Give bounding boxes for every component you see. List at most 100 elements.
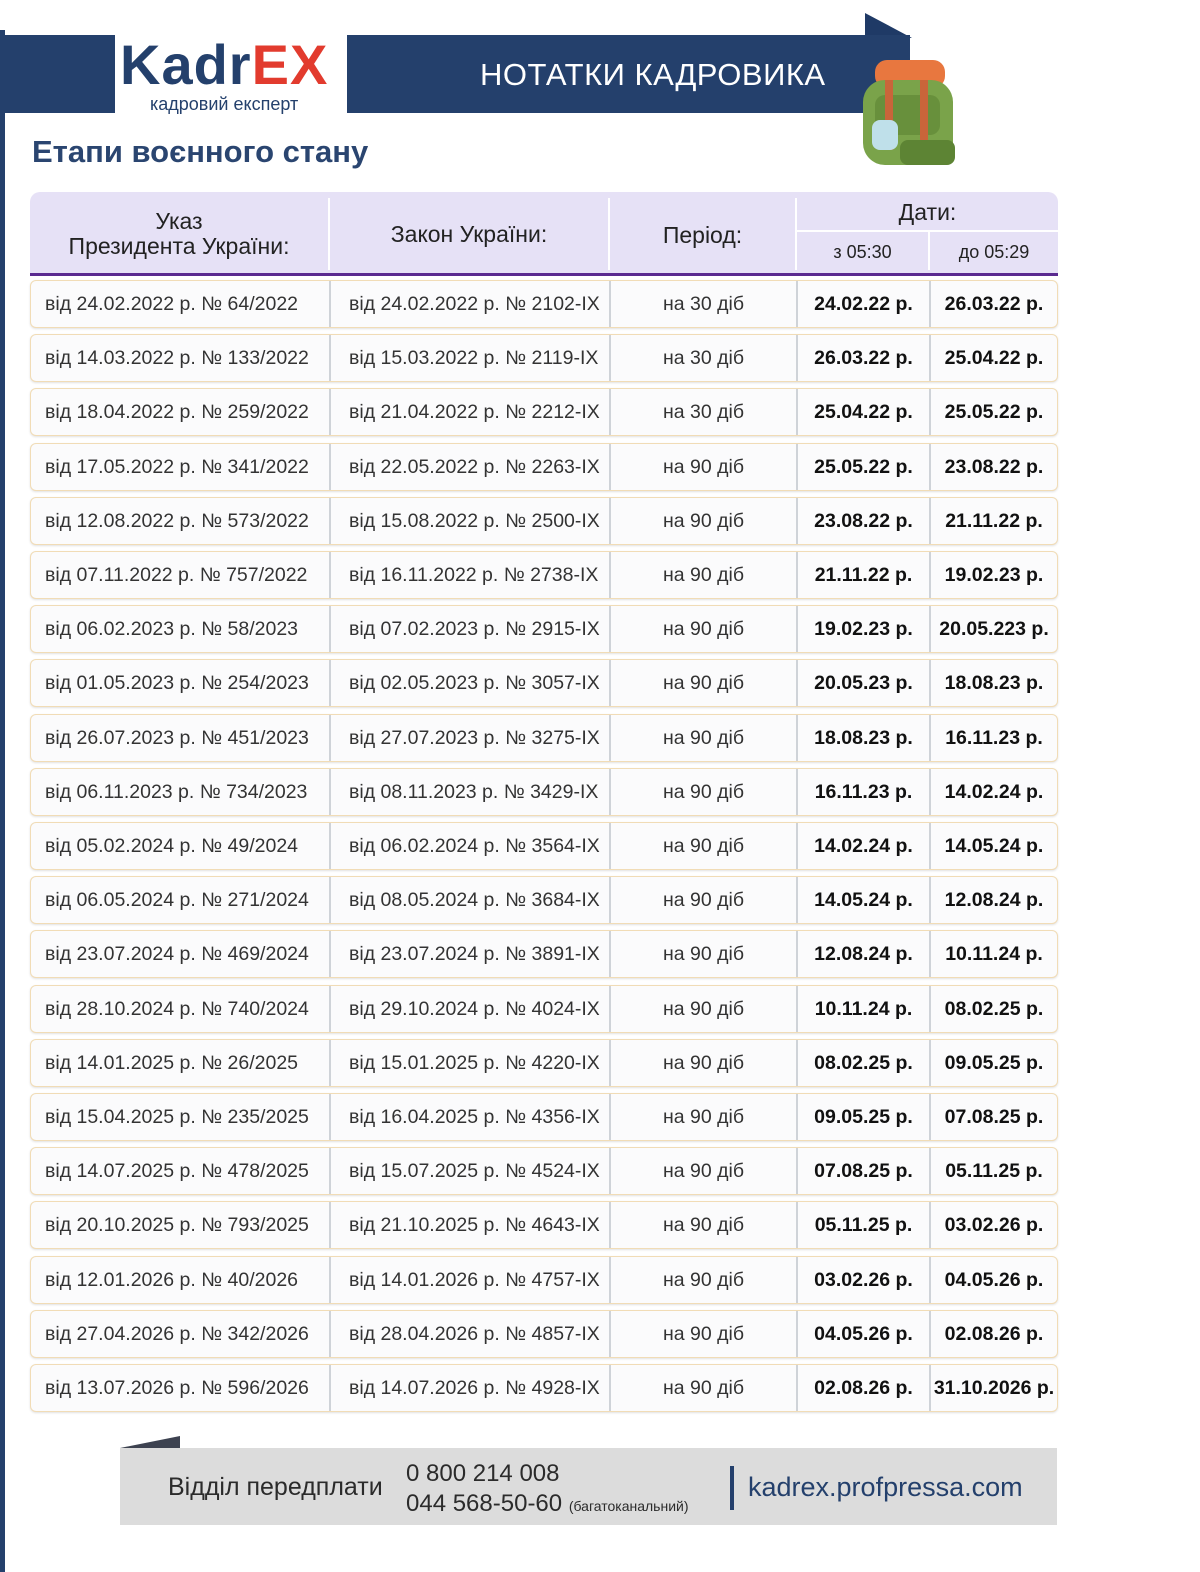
period-cell: на 90 діб <box>662 997 745 1020</box>
end-date-cell: 03.02.26 р. <box>944 1214 1044 1237</box>
law-cell: від 28.04.2026 р. № 4857-IX <box>349 1322 600 1345</box>
cell-divider <box>609 660 611 707</box>
period-cell: на 90 діб <box>662 455 745 478</box>
law-cell: від 07.02.2023 р. № 2915-IX <box>349 618 600 641</box>
footer-phone-number: 044 568-50-60 <box>406 1490 563 1517</box>
decree-cell: від 01.05.2023 р. № 254/2023 <box>45 672 309 695</box>
cell-divider <box>929 1310 931 1357</box>
end-date-cell: 14.02.24 р. <box>944 780 1044 803</box>
cell-divider <box>609 1039 611 1086</box>
cell-divider <box>329 931 331 978</box>
law-cell: від 29.10.2024 р. № 4024-IX <box>349 997 600 1020</box>
law-cell: від 02.05.2023 р. № 3057-IX <box>349 672 600 695</box>
cell-divider <box>609 877 611 924</box>
footer-phone: 0 800 214 008 <box>406 1460 560 1487</box>
period-cell: на 90 діб <box>662 1160 745 1183</box>
page-title: Етапи воєнного стану <box>32 134 369 169</box>
table-row: від 17.05.2022 р. № 341/2022 від 22.05.20… <box>30 442 1058 491</box>
cell-divider <box>796 1039 798 1086</box>
cell-divider <box>609 1310 611 1357</box>
period-cell: на 30 діб <box>662 293 745 315</box>
law-cell: від 08.11.2023 р. № 3429-IX <box>349 780 599 803</box>
cell-divider <box>796 931 798 978</box>
logo-box <box>115 33 347 117</box>
footer-website[interactable]: kadrex.profpressa.com <box>748 1472 1023 1502</box>
cell-divider <box>329 335 331 382</box>
cell-divider <box>929 1148 931 1195</box>
period-cell: на 30 діб <box>662 347 745 370</box>
banner-fold <box>865 13 912 38</box>
period-cell: на 90 діб <box>662 780 745 803</box>
cell-divider <box>329 714 331 761</box>
period-cell: на 90 діб <box>662 618 745 641</box>
start-date-cell: 08.02.25 р. <box>814 1051 913 1074</box>
end-date-cell: 07.08.25 р. <box>944 1106 1044 1128</box>
cell-divider <box>929 1202 931 1249</box>
decree-cell: від 12.01.2026 р. № 40/2026 <box>45 1268 299 1291</box>
cell-divider <box>609 389 611 436</box>
decree-cell: від 15.04.2025 р. № 235/2025 <box>45 1106 309 1128</box>
cell-divider <box>929 335 931 382</box>
decree-cell: від 27.04.2026 р. № 342/2026 <box>45 1322 309 1345</box>
decree-cell: від 05.02.2024 р. № 49/2024 <box>45 835 299 857</box>
cell-divider <box>796 1310 798 1357</box>
header-divider <box>797 230 1058 232</box>
period-cell: на 90 діб <box>662 889 745 912</box>
cell-divider <box>929 389 931 436</box>
decree-cell: від 12.08.2022 р. № 573/2022 <box>45 509 309 532</box>
decree-cell: від 13.07.2026 р. № 596/2026 <box>45 1377 309 1399</box>
cell-divider <box>929 877 931 924</box>
cell-divider <box>929 1094 931 1140</box>
period-cell: на 90 діб <box>662 1322 745 1345</box>
decree-cell: від 26.07.2023 р. № 451/2023 <box>45 726 309 749</box>
end-date-cell: 25.05.22 р. <box>944 401 1044 424</box>
table-row: від 12.08.2022 р. № 573/2022 від 15.08.20… <box>30 496 1058 545</box>
end-date-cell: 26.03.22 р. <box>944 293 1044 315</box>
footer-phone: 044 568-50-60 (багатоканальний) <box>406 1490 689 1518</box>
table-row: від 12.01.2026 р. № 40/2026 від 14.01.202… <box>30 1255 1058 1304</box>
header-text: Президента України: <box>68 233 290 259</box>
law-cell: від 22.05.2022 р. № 2263-IX <box>349 455 600 478</box>
decree-cell: від 23.07.2024 р. № 469/2024 <box>45 943 309 966</box>
cell-divider <box>796 1365 798 1411</box>
decree-cell: від 18.04.2022 р. № 259/2022 <box>45 401 309 424</box>
cell-divider <box>609 443 611 490</box>
period-cell: на 90 діб <box>662 726 745 749</box>
cell-divider <box>329 281 331 327</box>
end-date-cell: 25.04.22 р. <box>944 347 1044 370</box>
table-row: від 24.02.2022 р. № 64/2022 від 24.02.202… <box>30 280 1058 328</box>
footer-corner <box>120 1436 180 1448</box>
table-row: від 23.07.2024 р. № 469/2024 від 23.07.20… <box>30 930 1058 979</box>
law-cell: від 15.07.2025 р. № 4524-IX <box>349 1160 600 1183</box>
header-to: до 05:29 <box>958 242 1030 262</box>
table-row: від 05.02.2024 р. № 49/2024 від 06.02.202… <box>30 822 1058 870</box>
start-date-cell: 04.05.26 р. <box>814 1322 913 1345</box>
cell-divider <box>929 931 931 978</box>
header-period: Період: <box>662 222 743 248</box>
cell-divider <box>796 768 798 815</box>
cell-divider <box>796 281 798 327</box>
footer-phone-note: (багатоканальний) <box>568 1498 689 1514</box>
end-date-cell: 12.08.24 р. <box>944 889 1044 912</box>
header-divider <box>328 198 330 270</box>
law-cell: від 16.04.2025 р. № 4356-IX <box>349 1106 600 1128</box>
cell-divider <box>329 1094 331 1140</box>
table-row: від 06.05.2024 р. № 271/2024 від 08.05.20… <box>30 876 1058 925</box>
cell-divider <box>609 606 611 653</box>
end-date-cell: 19.02.23 р. <box>944 564 1044 586</box>
table-row: від 14.07.2025 р. № 478/2025 від 15.07.20… <box>30 1147 1058 1196</box>
period-cell: на 90 діб <box>662 672 745 695</box>
cell-divider <box>796 877 798 924</box>
cell-divider <box>609 768 611 815</box>
end-date-cell: 23.08.22 р. <box>944 455 1044 478</box>
law-cell: від 15.03.2022 р. № 2119-IX <box>349 347 599 370</box>
cell-divider <box>796 1256 798 1303</box>
logo-main: Kadr <box>120 33 252 96</box>
table-row: від 07.11.2022 р. № 757/2022 від 16.11.20… <box>30 551 1058 599</box>
cell-divider <box>609 1256 611 1303</box>
cell-divider <box>329 1365 331 1411</box>
cell-divider <box>329 1310 331 1357</box>
header-from: з 05:30 <box>833 242 892 262</box>
